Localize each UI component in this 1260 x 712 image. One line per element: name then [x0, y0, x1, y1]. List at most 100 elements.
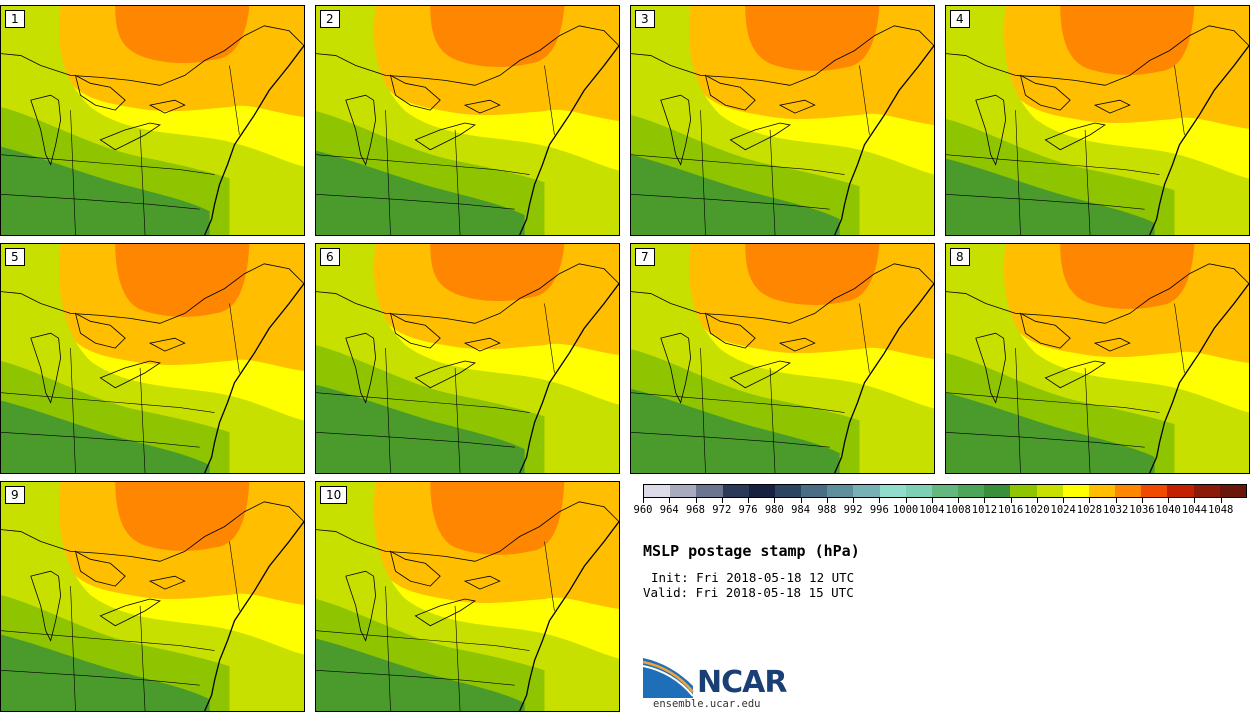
colorbar-cell — [1141, 485, 1168, 497]
state-border-4 — [769, 129, 776, 235]
lake-ontario — [778, 99, 816, 114]
state-border-5 — [859, 65, 870, 135]
colorbar-tick-label: 1048 — [1208, 504, 1234, 516]
colorbar-tick-label: 1004 — [919, 504, 945, 516]
state-border-2 — [1, 670, 200, 686]
state-border-2 — [946, 432, 1145, 448]
valid-time: Valid: Fri 2018-05-18 15 UTC — [643, 585, 854, 600]
lake-erie — [729, 360, 791, 389]
state-border-5 — [1174, 303, 1185, 373]
us-canada-border — [946, 263, 1249, 324]
state-border-1 — [1, 154, 215, 175]
colorbar-tick-label: 1012 — [971, 504, 998, 516]
state-border-4 — [769, 367, 776, 473]
colorbar-cell — [827, 485, 854, 497]
colorbar-cell — [1010, 485, 1037, 497]
pressure-zone-1016 — [946, 158, 1155, 235]
pressure-zone-1036 — [115, 6, 250, 63]
colorbar-tick-label: 976 — [738, 504, 758, 516]
colorbar-tick-label: 1020 — [1024, 504, 1050, 516]
colorbar-tick-label: 1028 — [1076, 504, 1103, 516]
site-url: ensemble.ucar.edu — [653, 698, 761, 710]
us-canada-border — [316, 263, 619, 324]
lake-erie — [414, 598, 476, 627]
colorbar-tick — [1063, 498, 1065, 503]
us-canada-border — [1, 25, 304, 86]
colorbar-tick — [958, 498, 960, 503]
colorbar-tick — [984, 498, 986, 503]
state-border-5 — [1174, 65, 1185, 135]
lake-erie — [414, 122, 476, 151]
pressure-zone-1024-east — [1174, 178, 1249, 235]
state-border-5 — [859, 303, 870, 373]
colorbar-tick — [1036, 498, 1038, 503]
lake-huron — [389, 550, 441, 587]
colorbar-tick — [905, 498, 907, 503]
map-panel-7-graphic — [631, 244, 934, 473]
pressure-zone-1016 — [316, 384, 525, 473]
state-border-2 — [316, 432, 515, 448]
colorbar-cell — [1115, 485, 1142, 497]
colorbar-tick-label: 988 — [817, 504, 837, 516]
atlantic-coastline — [519, 283, 619, 473]
lake-michigan — [975, 94, 1007, 166]
state-border-3 — [1015, 110, 1021, 235]
atlantic-coastline — [834, 45, 934, 235]
state-border-2 — [631, 194, 830, 210]
panel-number-6: 6 — [320, 248, 340, 266]
lake-huron — [1019, 312, 1071, 349]
pressure-zone-1016 — [946, 392, 1155, 473]
us-canada-border — [631, 263, 934, 324]
colorbar-cell — [958, 485, 985, 497]
state-border-1 — [631, 392, 845, 413]
pressure-zone-1016 — [631, 388, 840, 473]
state-border-3 — [700, 348, 706, 473]
mslp-map-panel-2: 2 — [315, 5, 620, 236]
state-border-4 — [139, 605, 146, 711]
atlantic-coastline — [1149, 283, 1249, 473]
colorbar-tick-label: 1008 — [945, 504, 971, 516]
us-canada-border — [1, 263, 304, 324]
pressure-zone-1024-east — [544, 404, 619, 473]
atlantic-coastline — [834, 283, 934, 473]
colorbar-tick-label: 992 — [843, 504, 863, 516]
lake-erie — [99, 598, 161, 627]
colorbar-cell — [1167, 485, 1194, 497]
colorbar-tick — [1168, 498, 1170, 503]
map-panel-8-graphic — [946, 244, 1249, 473]
panel-number-2: 2 — [320, 10, 340, 28]
colorbar-cell — [931, 485, 959, 497]
state-border-1 — [1, 630, 215, 651]
state-border-3 — [385, 348, 391, 473]
colorbar-tick — [1220, 498, 1222, 503]
state-border-3 — [70, 348, 76, 473]
state-border-4 — [454, 367, 461, 473]
state-border-2 — [1, 432, 200, 448]
state-border-4 — [1084, 367, 1091, 473]
us-canada-border — [316, 501, 619, 562]
colorbar-cell — [1219, 485, 1246, 497]
panel-number-5: 5 — [5, 248, 25, 266]
colorbar-cell — [774, 485, 802, 497]
mslp-map-panel-3: 3 — [630, 5, 935, 236]
pressure-zone-1036 — [430, 244, 565, 301]
state-border-1 — [316, 630, 530, 651]
pressure-zone-1024-east — [229, 166, 304, 235]
panel-number-3: 3 — [635, 10, 655, 28]
panel-number-1: 1 — [5, 10, 25, 28]
pressure-zone-1016 — [1, 146, 210, 235]
lake-ontario — [148, 575, 186, 590]
map-panel-6-graphic — [316, 244, 619, 473]
colorbar-cell — [644, 485, 671, 497]
state-border-1 — [946, 392, 1160, 413]
colorbar-tick-label: 972 — [712, 504, 732, 516]
colorbar-tick — [1141, 498, 1143, 503]
atlantic-coastline — [204, 283, 304, 473]
state-border-1 — [316, 154, 530, 175]
lake-huron — [74, 312, 126, 349]
us-canada-border — [946, 25, 1249, 86]
colorbar-tick-label: 1024 — [1050, 504, 1076, 516]
colorbar-tick — [1010, 498, 1012, 503]
colorbar-tick — [853, 498, 855, 503]
mslp-map-panel-9: 9 — [0, 481, 305, 712]
